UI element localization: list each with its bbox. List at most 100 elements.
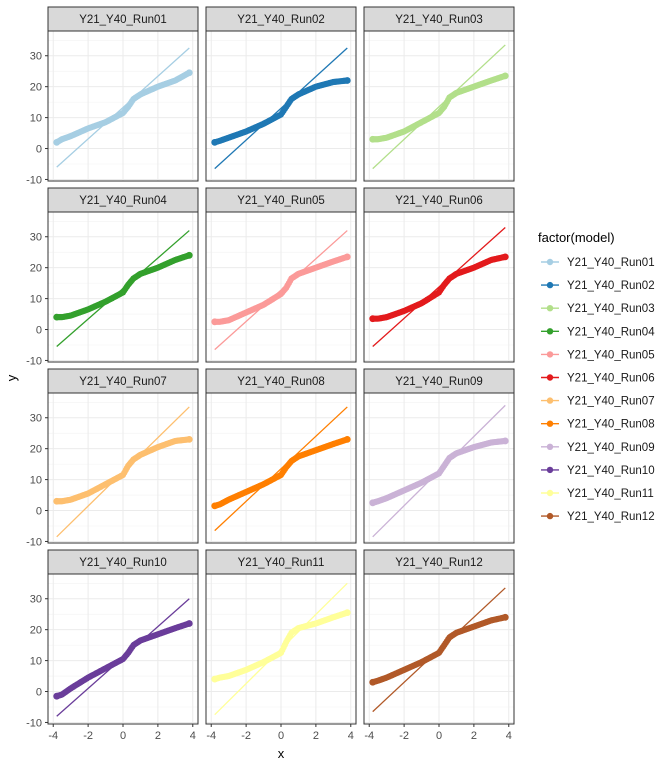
data-point-min [211,318,219,326]
y-tick-label: 10 [30,294,42,306]
panel-Y21_Y40_Run03: Y21_Y40_Run03 [363,6,515,182]
y-tick-label: 10 [30,113,42,125]
y-tick-label: -10 [26,355,42,367]
reference-line [214,406,348,532]
reference-line [372,44,506,170]
panel-Y21_Y40_Run05: Y21_Y40_Run05 [205,187,357,363]
y-tick-label: 20 [30,625,42,637]
data-point-min [369,499,377,507]
y-tick-label: -10 [26,536,42,548]
panel-Y21_Y40_Run08: Y21_Y40_Run08 [205,368,357,544]
data-point-min [369,315,377,323]
data-point-min [369,678,377,686]
facet-strip [363,6,515,32]
legend-label: Y21_Y40_Run12 [567,511,655,523]
reference-line [214,47,348,170]
data-point-min [53,313,61,321]
facet-strip [47,6,199,32]
data-point-max [501,253,509,261]
data-point-max [501,437,509,445]
y-tick-label: 10 [30,656,42,668]
legend-label: Y21_Y40_Run03 [567,303,655,315]
panel-border [363,30,515,182]
legend-key-point [546,397,554,404]
x-axis-title: x [278,746,285,761]
legend-label: Y21_Y40_Run06 [567,373,655,385]
data-point-min [211,138,219,146]
panel-Y21_Y40_Run02: Y21_Y40_Run02 [205,6,357,182]
facet-label: Y21_Y40_Run10 [79,557,167,569]
x-tick-label: 4 [506,730,512,742]
legend-label: Y21_Y40_Run02 [567,280,655,292]
x-tick-label: -2 [83,730,93,742]
data-point-max [501,613,509,621]
y-tick-label: 20 [30,82,42,94]
legend-label: Y21_Y40_Run10 [567,465,655,477]
data-point-max [185,435,193,443]
data-point-min [53,692,61,700]
facet-label: Y21_Y40_Run03 [395,14,483,26]
legend-key-point [546,420,554,427]
data-point-max [185,69,193,77]
x-tick-label: -2 [399,730,409,742]
panel-border [205,392,357,544]
x-tick-label: 2 [313,730,319,742]
legend-key-point [546,466,554,474]
x-tick-label: -4 [48,730,58,742]
x-tick-label: 0 [120,730,126,742]
facet-strip [363,187,515,213]
data-point-max [185,251,193,259]
y-tick-label: 30 [30,413,42,425]
facet-label: Y21_Y40_Run05 [237,195,325,207]
legend-key-point [546,374,554,381]
legend-key-point [546,258,554,266]
legend-key-point [546,512,554,520]
legend-key-point [546,351,554,358]
y-tick-label: 0 [36,144,42,156]
facet-label: Y21_Y40_Run04 [79,195,167,207]
y-tick-label: 20 [30,444,42,456]
panel-border [363,392,515,544]
data-point-max [501,72,509,80]
panel-border [47,211,199,363]
facet-strip [205,6,357,32]
legend-key-point [546,281,554,289]
y-tick-label: 10 [30,475,42,487]
legend-label: Y21_Y40_Run09 [567,442,655,454]
facet-strip [363,368,515,394]
panel-Y21_Y40_Run04: Y21_Y40_Run04 -10 0 10 20 30 [26,187,199,367]
panel-border [47,30,199,182]
panel-border [205,30,357,182]
data-point-max [343,77,351,84]
legend-key-point [546,489,554,497]
data-point-min [53,138,61,146]
data-point-max [185,620,193,627]
data-point-min [211,675,219,683]
x-tick-label: -4 [206,730,216,742]
x-tick-label: 2 [155,730,161,742]
y-tick-label: -10 [26,174,42,186]
legend-key-point [546,305,554,312]
panel-Y21_Y40_Run01: Y21_Y40_Run01 -10 0 10 20 30 [26,6,199,186]
facet-strip [47,368,199,394]
y-axis-title: y [4,374,19,381]
panel-Y21_Y40_Run07: Y21_Y40_Run07 -10 0 10 20 30 [26,368,199,548]
facet-label: Y21_Y40_Run12 [395,557,483,569]
panel-Y21_Y40_Run10: Y21_Y40_Run10 -10 0 10 20 30 -4 -2 0 2 4 [26,549,199,742]
legend: factor(model) Y21_Y40_Run01 Y21_Y40_Run02… [538,230,655,523]
x-tick-label: 4 [190,730,196,742]
data-point-max [343,609,351,617]
y-tick-label: 30 [30,594,42,606]
facet-label: Y21_Y40_Run09 [395,376,483,388]
panel-Y21_Y40_Run12: Y21_Y40_Run12 -4 -2 0 2 4 [363,549,515,742]
legend-label: Y21_Y40_Run07 [567,396,655,408]
legend-label: Y21_Y40_Run08 [567,419,655,431]
legend-key-point [546,328,554,335]
panel-Y21_Y40_Run09: Y21_Y40_Run09 [363,368,515,544]
data-point-max [343,253,351,261]
panel-border [47,392,199,544]
facet-label: Y21_Y40_Run07 [79,376,167,388]
panel-Y21_Y40_Run11: Y21_Y40_Run11 -4 -2 0 2 4 [205,549,357,742]
panel-Y21_Y40_Run06: Y21_Y40_Run06 [363,187,515,363]
